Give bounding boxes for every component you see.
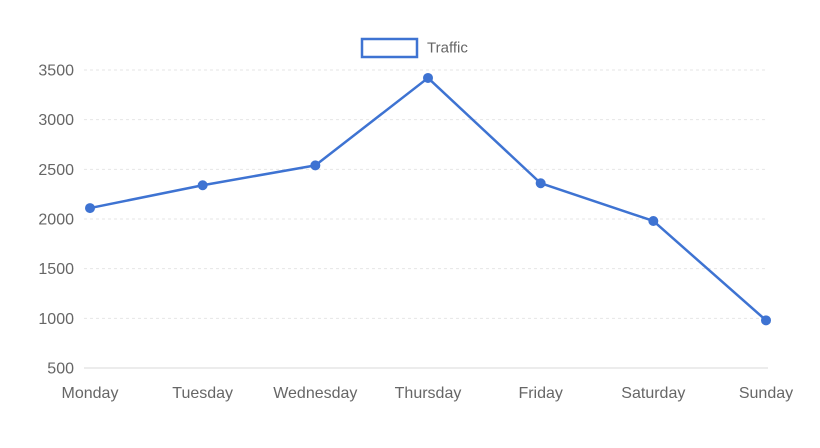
data-point[interactable] — [649, 216, 658, 225]
x-tick-label: Wednesday — [273, 385, 357, 402]
x-tick-label: Monday — [62, 385, 119, 402]
y-tick-label: 2500 — [38, 162, 74, 179]
legend[interactable]: Traffic — [362, 39, 468, 57]
data-point[interactable] — [86, 204, 95, 213]
y-tick-label: 2000 — [38, 212, 74, 229]
data-point[interactable] — [198, 181, 207, 190]
series-layer — [86, 73, 771, 324]
x-tick-label: Saturday — [621, 385, 685, 402]
legend-label[interactable]: Traffic — [427, 40, 468, 57]
legend-swatch[interactable] — [362, 39, 417, 57]
data-point[interactable] — [311, 161, 320, 170]
x-tick-label: Thursday — [395, 385, 462, 402]
data-point[interactable] — [536, 179, 545, 188]
x-tick-label: Sunday — [739, 385, 793, 402]
y-tick-label: 1500 — [38, 261, 74, 278]
x-tick-label: Tuesday — [172, 385, 233, 402]
x-tick-label: Friday — [518, 385, 562, 402]
data-point[interactable] — [424, 73, 433, 82]
series-line-traffic — [90, 78, 766, 320]
x-axis-ticks: Monday Tuesday Wednesday Thursday Friday Satu… — [62, 385, 794, 402]
grid-lines — [84, 70, 768, 368]
y-tick-label: 3500 — [38, 63, 74, 80]
y-tick-label: 500 — [47, 361, 74, 378]
y-tick-label: 1000 — [38, 311, 74, 328]
data-point[interactable] — [762, 316, 771, 325]
y-tick-label: 3000 — [38, 112, 74, 129]
y-axis-ticks: 500 1000 1500 2000 2500 3000 3500 — [38, 63, 74, 378]
